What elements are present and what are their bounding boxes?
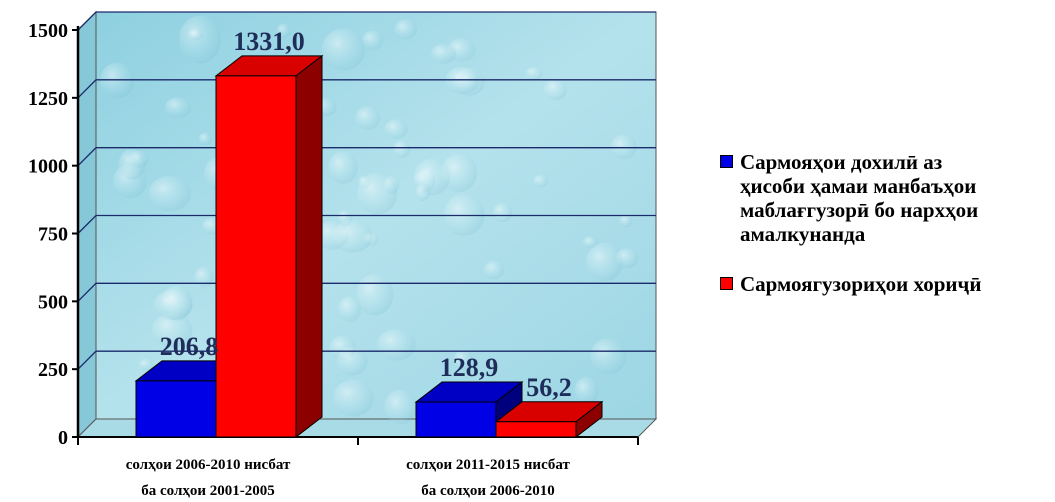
chart-labels: 206,8 1331,0 солҳои 2006-2010 нисбат ба сол… bbox=[126, 27, 572, 499]
water-drop bbox=[161, 285, 193, 321]
water-drop bbox=[178, 15, 221, 64]
water-drop bbox=[333, 379, 374, 417]
water-drop bbox=[615, 248, 639, 269]
water-drop bbox=[194, 266, 214, 288]
water-drop bbox=[118, 148, 146, 180]
water-drop bbox=[148, 176, 191, 212]
legend-label: маблағгузорӣ бо нархҳои bbox=[740, 198, 979, 222]
water-drop bbox=[384, 389, 417, 425]
y-tick-label: 0 bbox=[58, 427, 68, 449]
bar bbox=[415, 401, 497, 438]
gridline bbox=[77, 214, 656, 234]
water-drop bbox=[431, 43, 456, 64]
water-drop bbox=[362, 30, 384, 51]
gridline bbox=[77, 11, 656, 31]
chart-bars bbox=[134, 54, 604, 439]
water-drop bbox=[590, 338, 627, 375]
y-tick-label: 250 bbox=[38, 359, 68, 381]
gridline bbox=[77, 350, 656, 370]
y-tick-label: 1500 bbox=[28, 20, 68, 42]
data-label: 128,9 bbox=[440, 353, 499, 382]
data-label: 206,8 bbox=[160, 332, 219, 361]
water-drop bbox=[356, 274, 394, 316]
bar-side bbox=[295, 54, 323, 439]
y-tick-label: 750 bbox=[38, 224, 68, 246]
water-drop bbox=[415, 184, 431, 201]
y-tick-label: 1000 bbox=[28, 156, 68, 178]
bar bbox=[135, 380, 217, 438]
x-tick-label-line: ба солҳои 2001-2005 bbox=[141, 483, 275, 499]
water-drop bbox=[164, 97, 192, 118]
chart-legend: Сармояҳои дохилӣ аз ҳисоби ҳамаи манбаъҳо… bbox=[720, 150, 1050, 322]
chart-gridlines bbox=[77, 11, 656, 370]
x-tick-label-line: солҳои 2006-2010 нисбат bbox=[126, 457, 291, 473]
water-drop bbox=[357, 172, 398, 215]
x-tick-label: солҳои 2006-2010 нисбат ба солҳои 2001-20… bbox=[126, 457, 291, 499]
water-drop bbox=[355, 106, 381, 130]
water-drop bbox=[533, 174, 548, 188]
legend-item: Сармояҳои дохилӣ аз ҳисоби ҳамаи манбаъҳо… bbox=[720, 150, 1050, 246]
water-drop bbox=[574, 377, 599, 405]
legend-swatch bbox=[720, 277, 733, 290]
gridline bbox=[77, 147, 656, 167]
legend-label: амалкунанда bbox=[740, 222, 866, 246]
water-drop bbox=[440, 153, 477, 193]
legend-label: Сармояҳои дохилӣ аз bbox=[740, 150, 943, 174]
y-tick-label: 1250 bbox=[28, 88, 68, 110]
water-drop bbox=[138, 358, 154, 371]
legend-label: ҳисоби ҳамаи манбаъҳои bbox=[740, 174, 977, 198]
legend-swatch bbox=[720, 155, 733, 168]
legend-item: Сармоягузориҳои хориҷӣ bbox=[720, 272, 1050, 296]
chart-axes: 0 250 500 750 1000 1250 1500 bbox=[28, 20, 639, 449]
water-drop bbox=[188, 29, 204, 41]
water-drop bbox=[384, 119, 408, 139]
water-drop bbox=[583, 236, 598, 249]
water-drop bbox=[338, 296, 361, 322]
water-drop bbox=[276, 23, 291, 39]
water-drop bbox=[393, 140, 411, 159]
water-drop bbox=[453, 349, 473, 371]
water-drop bbox=[483, 260, 505, 280]
water-drop bbox=[328, 151, 358, 184]
water-drop bbox=[336, 346, 368, 376]
bar bbox=[495, 421, 577, 438]
legend-label: Сармоягузориҳои хориҷӣ bbox=[740, 272, 982, 296]
water-drop bbox=[321, 28, 366, 71]
water-drop bbox=[376, 329, 416, 361]
gridline bbox=[77, 79, 656, 99]
water-drop bbox=[492, 202, 513, 223]
water-drop bbox=[198, 132, 212, 146]
water-drop bbox=[525, 66, 543, 80]
gridline bbox=[77, 282, 656, 302]
water-drop bbox=[151, 312, 193, 348]
water-drop bbox=[544, 79, 568, 101]
y-tick-label: 500 bbox=[38, 291, 68, 313]
x-tick-label: солҳои 2011-2015 нисбат ба солҳои 2006-20… bbox=[406, 457, 570, 499]
bar bbox=[215, 75, 297, 438]
data-label: 56,2 bbox=[526, 373, 572, 402]
water-drop bbox=[394, 19, 417, 40]
water-drop bbox=[331, 220, 373, 253]
water-drop bbox=[586, 242, 624, 282]
water-drop bbox=[610, 134, 637, 160]
water-drop bbox=[619, 215, 633, 228]
data-label: 1331,0 bbox=[233, 27, 305, 56]
x-tick-label-line: солҳои 2011-2015 нисбат bbox=[406, 457, 570, 473]
x-tick-label-line: ба солҳои 2006-2010 bbox=[421, 483, 555, 499]
